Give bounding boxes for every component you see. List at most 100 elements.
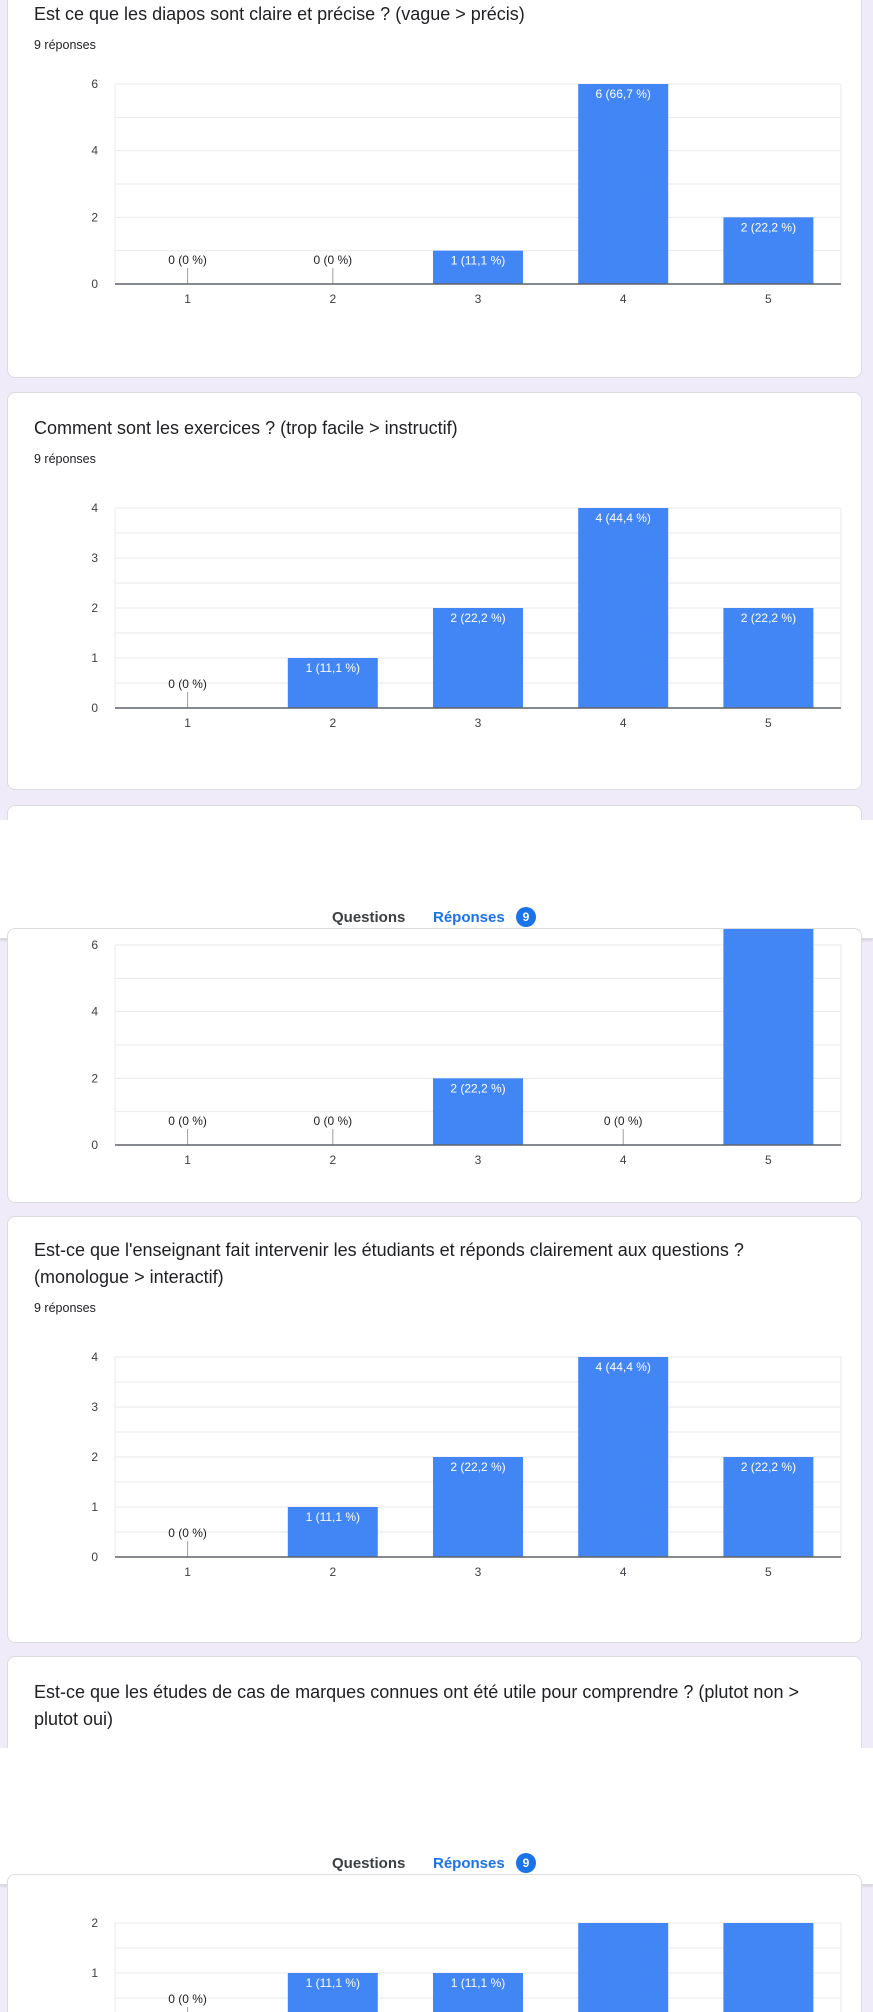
bar (723, 929, 814, 1145)
y-tick-label: 4 (91, 1350, 98, 1364)
bar-data-label: 2 (22,2 %) (741, 611, 796, 625)
y-tick-label: 1 (91, 651, 98, 665)
bar-chart: 0120 (0 %)1 (11,1 %)1 (11,1 %) (91, 1916, 842, 2012)
y-tick-label: 2 (91, 1916, 98, 1930)
bar-data-label: 2 (22,2 %) (741, 1460, 796, 1474)
question-title: Est-ce que les études de cas de marques … (34, 1682, 799, 1729)
response-count: 9 réponses (34, 38, 96, 52)
x-tick-label: 1 (184, 716, 191, 730)
y-tick-label: 2 (91, 210, 98, 224)
bar (578, 1923, 669, 2012)
x-tick-label: 4 (620, 1565, 627, 1579)
responses-count-badge: 9 (516, 907, 536, 927)
bar (723, 217, 814, 284)
x-tick-label: 4 (620, 716, 627, 730)
bar (433, 608, 523, 708)
bar-data-label: 2 (22,2 %) (741, 220, 796, 234)
bar-data-label: 6 (66,7 %) (596, 87, 651, 101)
question-title: Est-ce que l'enseignant fait intervenir … (34, 1240, 744, 1287)
y-tick-label: 0 (91, 1138, 98, 1152)
question-card-2: Comment sont les exercices ? (trop facil… (7, 392, 862, 790)
bar-data-label: 0 (0 %) (168, 1114, 207, 1128)
bar-data-label: 2 (22,2 %) (450, 611, 505, 625)
x-tick-label: 4 (620, 1153, 627, 1167)
response-count: 9 réponses (34, 452, 96, 466)
bar (578, 84, 669, 284)
bar (578, 508, 669, 708)
y-tick-label: 2 (91, 1071, 98, 1085)
bar-data-label: 0 (0 %) (168, 253, 207, 267)
question-card-5-top: Est-ce que les études de cas de marques … (7, 1656, 862, 1748)
y-tick-label: 0 (91, 1550, 98, 1564)
bar (433, 1973, 523, 2012)
response-count: 9 réponses (34, 1301, 96, 1315)
bar-data-label: 2 (22,2 %) (450, 1460, 505, 1474)
bar-data-label: 2 (22,2 %) (450, 1081, 505, 1095)
bar (723, 608, 814, 708)
bar-data-label: 1 (11,1 %) (451, 1976, 505, 1990)
bar-chart: 0 1 2 3 4 0 (0 %) 1 1 (11,1 %) 2 2 (22,2 %) 3 4 (44… (91, 1350, 842, 1579)
bar (433, 250, 523, 284)
bar (287, 658, 378, 708)
x-tick-label: 4 (620, 292, 627, 306)
x-tick-label: 2 (329, 1565, 336, 1579)
question-card-1: Est ce que les diapos sont claire et pré… (7, 0, 862, 378)
screenshot-segment-2: Questions Réponses 9 0 2 4 6 0 (0 %) 1 0 (0 %)… (0, 898, 873, 1748)
bar-chart: 0 2 4 6 0 (0 %) 1 0 (0 %) 2 1 (11,1 %) 3 6 (66,7 %… (91, 77, 842, 306)
y-tick-label: 4 (91, 501, 98, 515)
bar-data-label: 0 (0 %) (168, 1526, 207, 1540)
question-title: Est ce que les diapos sont claire et pré… (34, 4, 525, 24)
bar-chart: 0 1 2 3 4 0 (0 %) 1 1 (11,1 %) 2 2 (22,2 %) 3 4 (44… (91, 501, 842, 730)
bar-data-label: 1 (11,1 %) (306, 1510, 360, 1524)
bar-data-label: 0 (0 %) (604, 1114, 643, 1128)
bar-data-label: 1 (11,1 %) (306, 1976, 360, 1990)
x-tick-label: 1 (184, 1565, 191, 1579)
tab-questions[interactable]: Questions (332, 1855, 406, 1872)
bar-data-label: 4 (44,4 %) (596, 1360, 651, 1374)
bar-data-label: 0 (0 %) (313, 253, 352, 267)
y-tick-label: 2 (91, 1450, 98, 1464)
x-tick-label: 1 (184, 292, 191, 306)
question-title: Comment sont les exercices ? (trop facil… (34, 418, 458, 438)
y-tick-label: 3 (91, 551, 98, 565)
screenshot-gap (0, 820, 873, 898)
screenshot-segment-1: Est ce que les diapos sont claire et pré… (0, 0, 873, 820)
x-tick-label: 3 (475, 1153, 482, 1167)
y-tick-label: 4 (91, 1005, 98, 1019)
x-tick-label: 3 (475, 1565, 482, 1579)
y-tick-label: 4 (91, 144, 98, 158)
bar (433, 1078, 523, 1145)
y-tick-label: 2 (91, 601, 98, 615)
x-tick-label: 2 (329, 716, 336, 730)
question-card-5: 0120 (0 %)1 (11,1 %)1 (11,1 %) (7, 1874, 862, 2012)
bar-data-label: 0 (0 %) (313, 1114, 352, 1128)
tab-responses[interactable]: Réponses (433, 909, 505, 926)
screenshot-gap (0, 1748, 873, 1844)
screenshot-segment-3: Questions Réponses 9 0120 (0 %)1 (11,1 %… (0, 1844, 873, 2012)
y-tick-label: 0 (91, 277, 98, 291)
bar (578, 1357, 669, 1557)
bar (723, 1923, 814, 2012)
y-tick-label: 6 (91, 938, 98, 952)
x-tick-label: 1 (184, 1153, 191, 1167)
bar-data-label: 1 (11,1 %) (451, 254, 505, 268)
bar (287, 1507, 378, 1557)
bar (723, 1457, 814, 1557)
responses-count-badge: 9 (516, 1853, 536, 1873)
x-tick-label: 2 (329, 292, 336, 306)
x-tick-label: 5 (765, 292, 772, 306)
question-card-4: Est-ce que l'enseignant fait intervenir … (7, 1216, 862, 1643)
x-tick-label: 3 (475, 716, 482, 730)
bar-data-label: 1 (11,1 %) (306, 661, 360, 675)
y-tick-label: 1 (91, 1966, 98, 1980)
y-tick-label: 0 (91, 701, 98, 715)
x-tick-label: 5 (765, 1565, 772, 1579)
tab-responses[interactable]: Réponses (433, 1855, 505, 1872)
tab-questions[interactable]: Questions (332, 909, 406, 926)
x-tick-label: 5 (765, 1153, 772, 1167)
bar-data-label: 0 (0 %) (168, 1992, 207, 2006)
bar-data-label: 0 (0 %) (168, 677, 207, 691)
y-tick-label: 1 (91, 1500, 98, 1514)
y-tick-label: 3 (91, 1400, 98, 1414)
